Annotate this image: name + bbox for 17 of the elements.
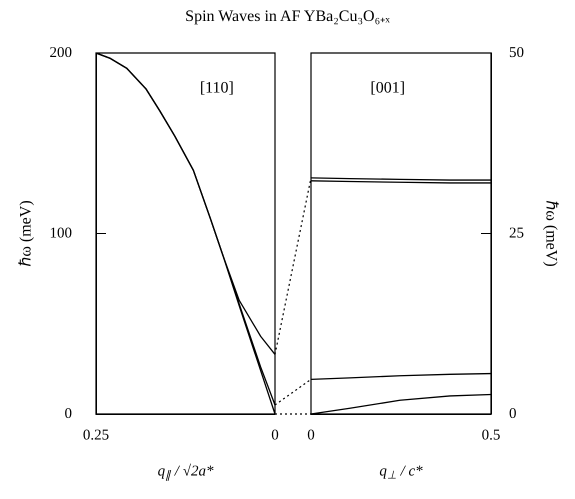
x-tick-label: 0 (307, 428, 315, 444)
y-tick-label: 0 (64, 406, 72, 422)
x-axis-title: q∥ / √2a* (158, 464, 214, 482)
chart-title: Spin Waves in AF YBa₂Cu₃O₆₊ₓ (184, 7, 391, 26)
y2-tick-label: 25 (509, 226, 524, 242)
x-tick-label: 0.25 (82, 428, 110, 444)
x-tick-label: 0 (271, 428, 279, 444)
y-tick-label: 100 (50, 226, 72, 242)
y2-axis-title: ℏω (meV) (542, 200, 560, 267)
y2-tick-label: 0 (509, 406, 516, 422)
x-axis-title: q⊥ / c* (379, 464, 424, 482)
y-axis-title: ℏω (meV) (18, 200, 34, 267)
annotation: [001] (370, 80, 406, 96)
x-tick-label: 0.5 (482, 428, 500, 444)
annotation: [110] (200, 80, 234, 96)
y2-tick-label: 50 (509, 45, 524, 61)
y-tick-label: 200 (50, 45, 72, 61)
